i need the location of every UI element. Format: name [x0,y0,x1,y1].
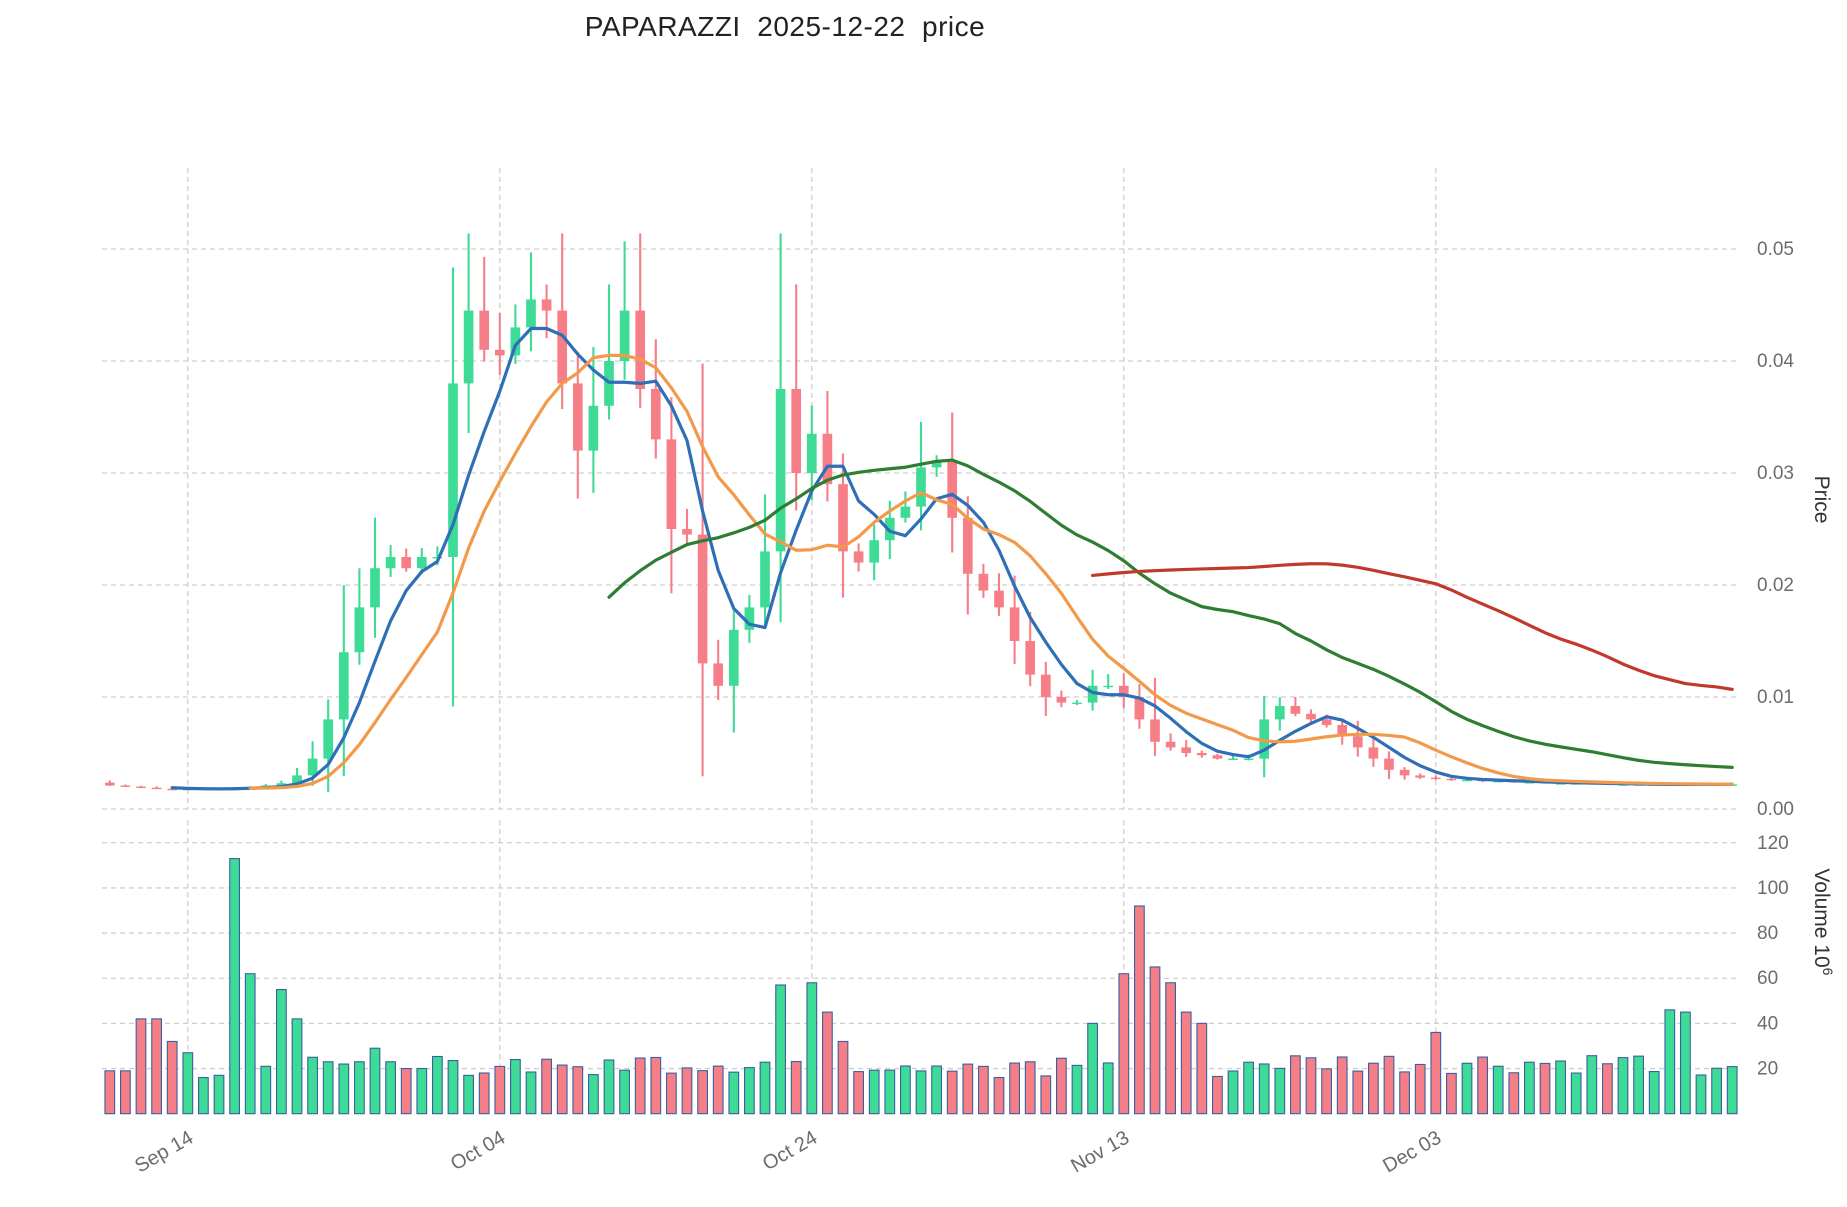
svg-text:40: 40 [1757,1013,1778,1034]
svg-text:0.01: 0.01 [1757,687,1794,708]
svg-text:120: 120 [1757,833,1789,854]
svg-text:0.00: 0.00 [1757,799,1794,820]
svg-text:0.04: 0.04 [1757,351,1794,372]
svg-text:0.03: 0.03 [1757,463,1794,484]
svg-text:60: 60 [1757,968,1778,989]
svg-text:0.05: 0.05 [1757,239,1794,260]
svg-text:20: 20 [1757,1059,1778,1080]
svg-text:Volume 106: Volume 106 [1810,868,1836,975]
svg-text:0.02: 0.02 [1757,575,1794,596]
svg-text:80: 80 [1757,923,1778,944]
svg-text:100: 100 [1757,878,1789,899]
svg-text:Price: Price [1810,476,1833,524]
